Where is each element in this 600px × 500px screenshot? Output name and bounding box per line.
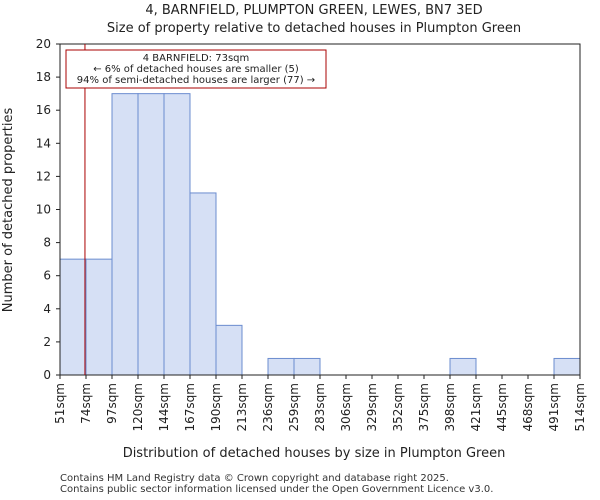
x-tick-label: 329sqm <box>365 383 379 431</box>
y-tick-label: 18 <box>36 70 51 84</box>
x-tick-label: 259sqm <box>287 383 301 431</box>
histogram-bar <box>111 93 139 376</box>
annotation-line-1: 4 BARNFIELD: 73sqm <box>143 53 250 64</box>
x-tick-label: 144sqm <box>157 383 171 431</box>
y-tick-label: 14 <box>36 136 51 150</box>
histogram-bar <box>553 357 581 376</box>
annotation-line-2: ← 6% of detached houses are smaller (5) <box>93 64 299 75</box>
histogram-bar <box>293 357 321 376</box>
x-tick-label: 97sqm <box>105 383 119 424</box>
y-tick-label: 2 <box>43 335 51 349</box>
y-tick-label: 10 <box>36 203 51 217</box>
x-tick-label: 421sqm <box>469 383 483 431</box>
x-tick-label: 190sqm <box>209 383 223 431</box>
plot-frame <box>59 43 581 376</box>
x-tick-label: 398sqm <box>443 383 457 431</box>
x-tick-label: 51sqm <box>53 383 67 424</box>
x-axis-label: Distribution of detached houses by size … <box>123 446 506 461</box>
x-tick-label: 236sqm <box>261 383 275 431</box>
x-tick-label: 375sqm <box>417 383 431 431</box>
y-tick-label: 16 <box>36 103 51 117</box>
chart-title: 4, BARNFIELD, PLUMPTON GREEN, LEWES, BN7… <box>145 3 482 18</box>
annotation-line-3: 94% of semi-detached houses are larger (… <box>77 75 315 86</box>
y-tick-label: 0 <box>43 368 51 382</box>
x-tick-label: 306sqm <box>339 383 353 431</box>
histogram-bar <box>189 192 217 376</box>
x-tick-label: 74sqm <box>79 383 93 424</box>
annotation-box <box>65 49 327 89</box>
y-tick-label: 12 <box>36 169 51 183</box>
chart-subtitle: Size of property relative to detached ho… <box>107 21 521 36</box>
x-tick-label: 213sqm <box>235 383 249 431</box>
histogram-bar <box>267 357 295 376</box>
x-tick-label: 514sqm <box>573 383 587 431</box>
y-axis-label: Number of detached properties <box>1 108 16 313</box>
x-tick-label: 120sqm <box>131 383 145 431</box>
x-tick-label: 283sqm <box>313 383 327 431</box>
histogram-bar <box>215 324 243 376</box>
y-tick-label: 20 <box>36 37 51 51</box>
y-tick-label: 4 <box>43 302 51 316</box>
histogram-bar <box>163 93 191 376</box>
footer-copyright: Contains HM Land Registry data © Crown c… <box>60 473 449 484</box>
histogram-bar <box>137 93 165 376</box>
x-tick-label: 445sqm <box>495 383 509 431</box>
y-tick-label: 8 <box>43 236 51 250</box>
y-tick-label: 6 <box>43 269 51 283</box>
x-tick-label: 468sqm <box>521 383 535 431</box>
x-tick-label: 352sqm <box>391 383 405 431</box>
x-tick-label: 167sqm <box>183 383 197 431</box>
footer-licence: Contains public sector information licen… <box>60 484 493 495</box>
histogram-bar <box>59 258 87 376</box>
histogram-bar <box>85 258 113 376</box>
histogram-bar <box>449 357 477 376</box>
x-tick-label: 491sqm <box>547 383 561 431</box>
